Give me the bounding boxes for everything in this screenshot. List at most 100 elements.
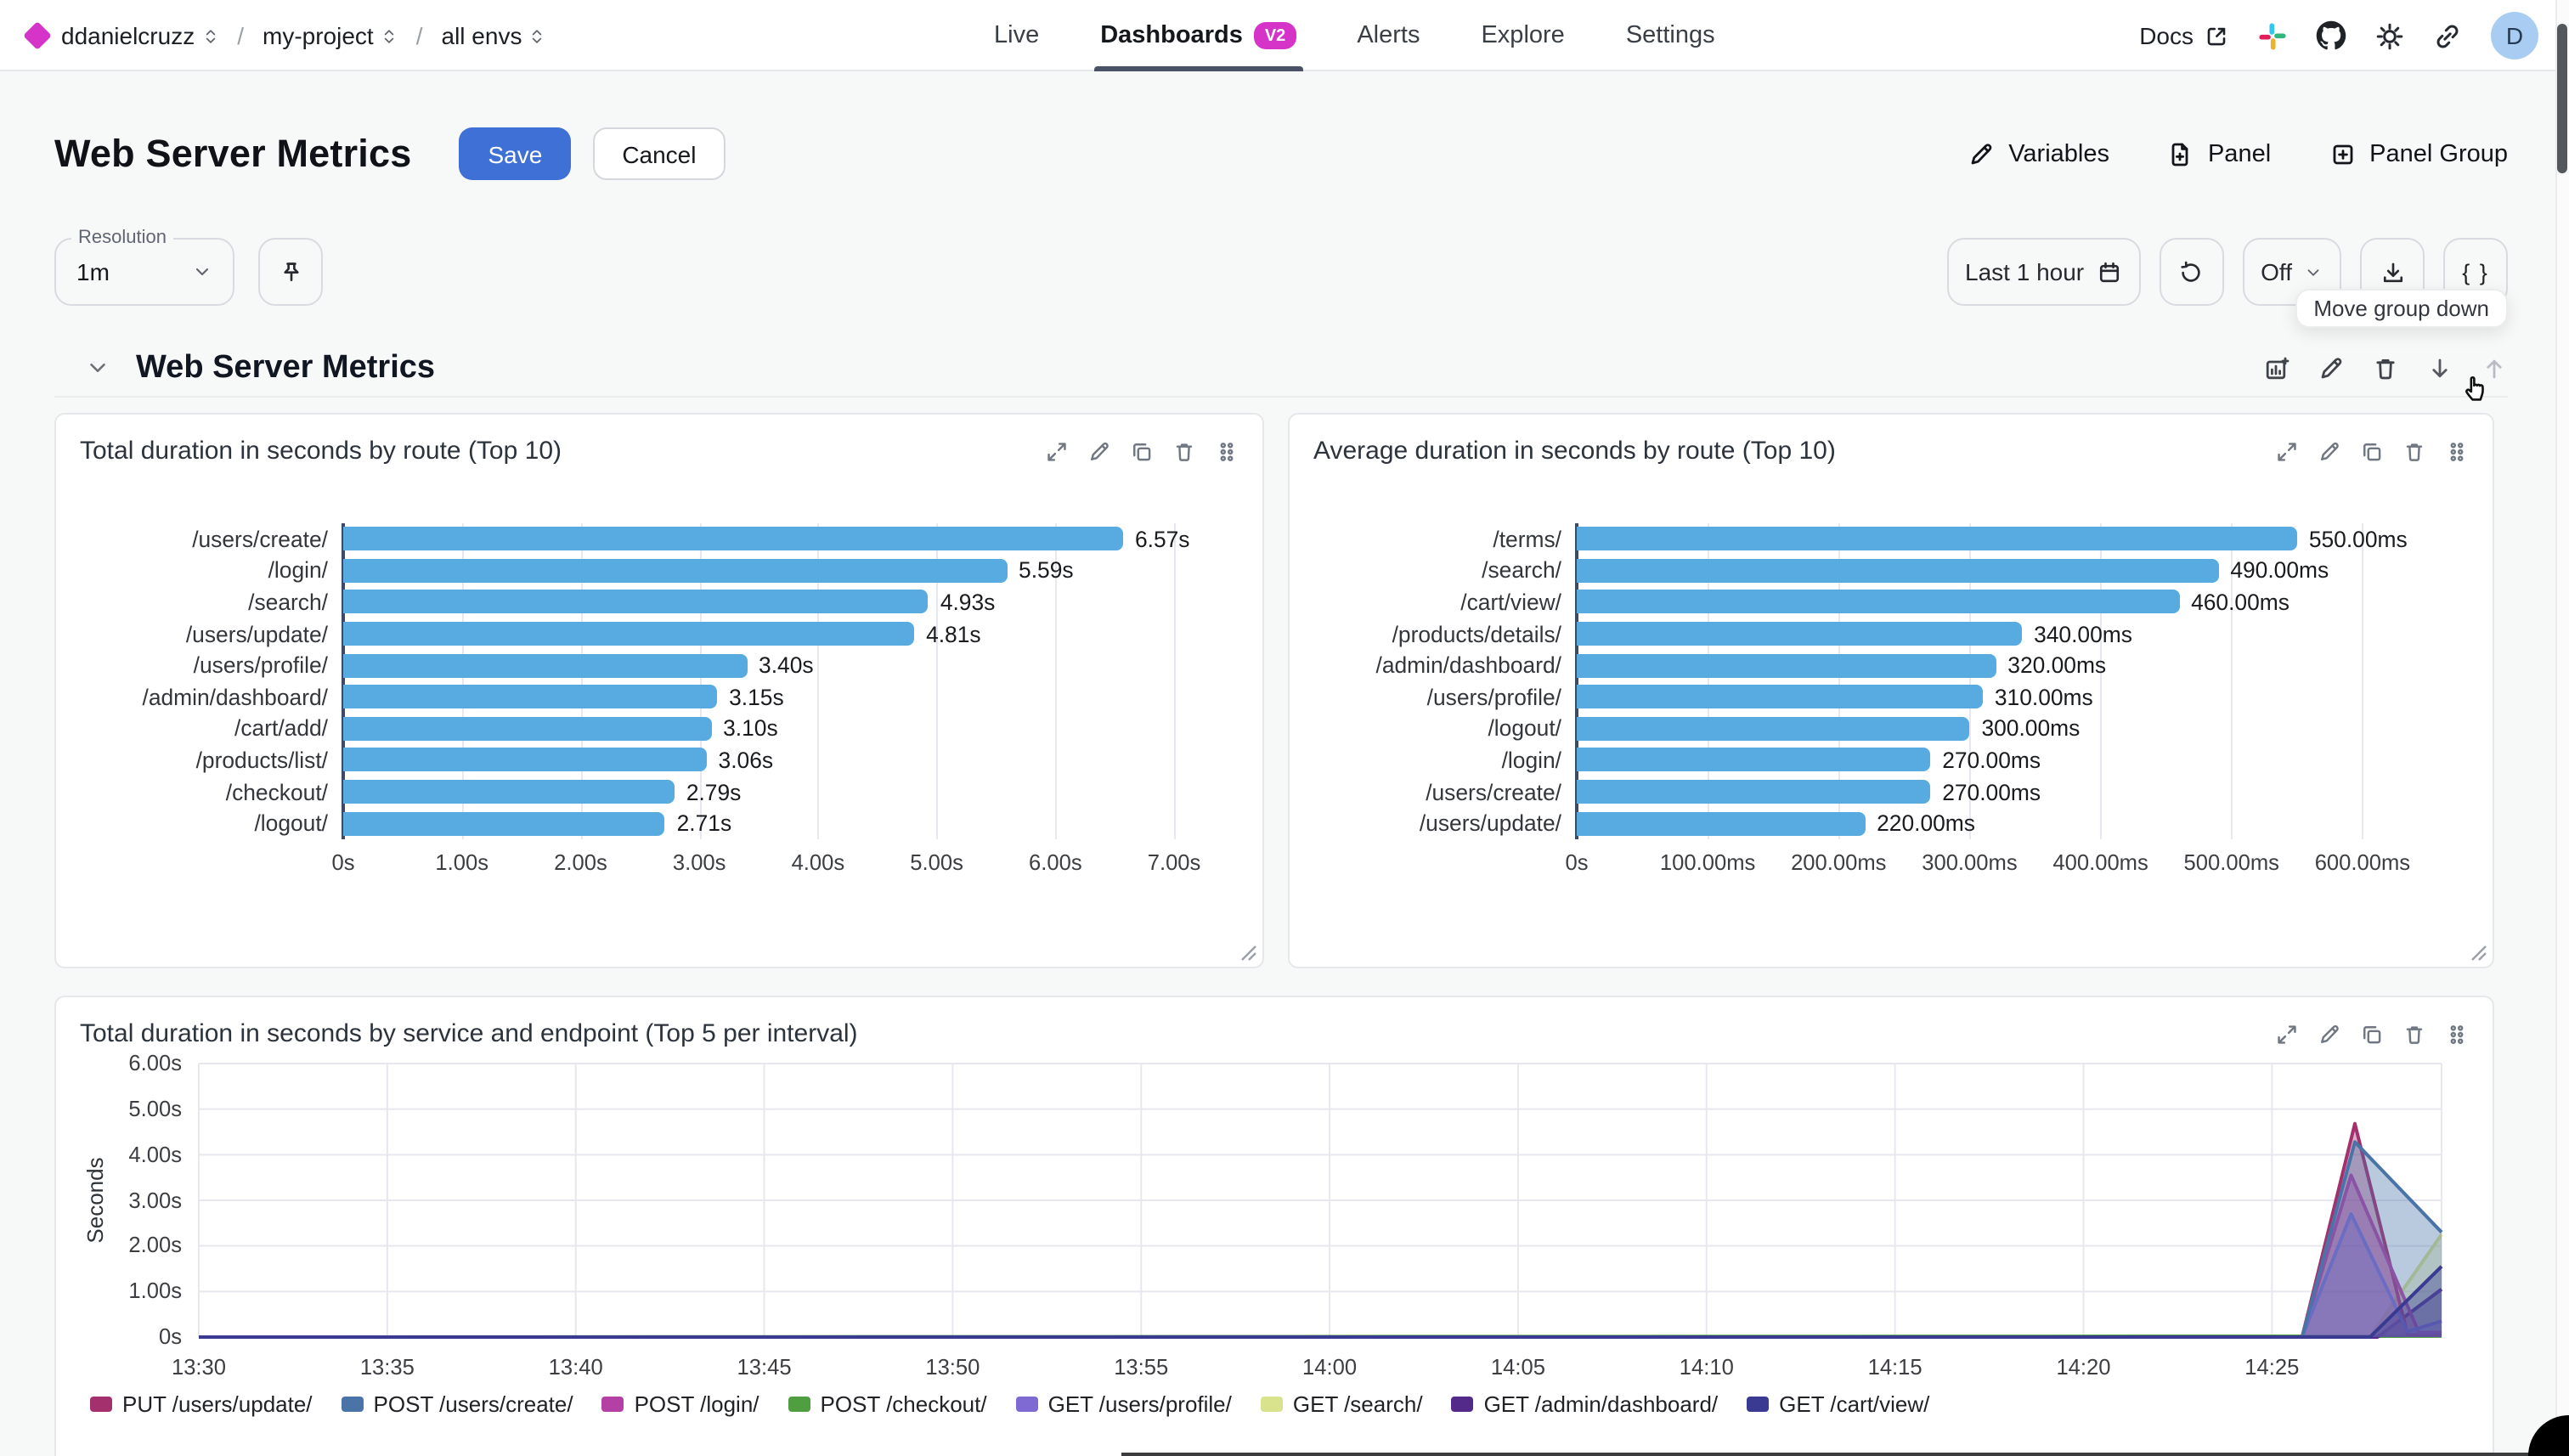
expand-icon[interactable] — [1045, 439, 1069, 463]
panel-actions — [2275, 1022, 2469, 1046]
resize-handle-icon[interactable] — [1240, 945, 1257, 962]
github-icon[interactable] — [2316, 20, 2346, 51]
pin-button[interactable] — [258, 238, 323, 306]
bar — [1577, 780, 1931, 804]
edit-panel-icon[interactable] — [2318, 1022, 2341, 1046]
x-axis-tick-label: 14:20 — [2056, 1354, 2111, 1380]
save-button[interactable]: Save — [459, 127, 572, 180]
expand-icon[interactable] — [2275, 1022, 2299, 1046]
chevron-down-icon — [2307, 268, 2319, 275]
resize-handle-icon[interactable] — [2470, 945, 2487, 962]
user-avatar[interactable]: D — [2491, 12, 2538, 59]
delete-panel-icon[interactable] — [2402, 1022, 2426, 1046]
x-axis-tick-label: 14:15 — [1867, 1354, 1923, 1380]
x-axis-tick-label: 300.00ms — [1922, 849, 2018, 875]
refresh-button[interactable] — [2159, 238, 2224, 306]
add-panel-button[interactable]: Panel — [2167, 140, 2271, 167]
tab-live[interactable]: Live — [994, 0, 1039, 71]
auto-refresh-select[interactable]: Off — [2242, 238, 2341, 306]
chevron-updown-icon — [384, 29, 393, 42]
series-area — [199, 1234, 2442, 1337]
legend-item[interactable]: POST /checkout/ — [788, 1391, 987, 1417]
bar-track: 550.00ms — [1577, 527, 2428, 552]
bar-value-label: 2.79s — [686, 779, 742, 805]
legend-item[interactable]: GET /search/ — [1260, 1391, 1423, 1417]
collapse-chevron-icon[interactable] — [85, 355, 110, 381]
breadcrumb-env-label: all envs — [441, 22, 522, 49]
line-chart: 0s 1.00s 2.00s 3.00s 4.00s 5.00s 6.00s Seconds 1… — [56, 1050, 2493, 1456]
resolution-select[interactable]: Resolution 1m — [54, 228, 234, 306]
breadcrumb-project[interactable]: my-project — [263, 22, 398, 49]
auto-refresh-value: Off — [2261, 258, 2292, 285]
bar — [343, 748, 707, 772]
bar-value-label: 300.00ms — [1981, 715, 2081, 742]
docs-link[interactable]: Docs — [2139, 22, 2229, 49]
tab-explore[interactable]: Explore — [1481, 0, 1564, 71]
share-link-icon[interactable] — [2433, 21, 2462, 50]
gridline — [1708, 523, 1710, 839]
bar-row: /users/update/4.81s — [76, 618, 1242, 650]
tab-alerts[interactable]: Alerts — [1357, 0, 1420, 71]
theme-sun-icon[interactable] — [2375, 21, 2404, 50]
bar-category-label: /cart/view/ — [1460, 589, 1561, 615]
time-range-button[interactable]: Last 1 hour — [1946, 238, 2141, 306]
bar-row: /users/create/6.57s — [76, 523, 1242, 555]
tab-settings[interactable]: Settings — [1626, 0, 1715, 71]
x-axis-tick-label: 3.00s — [672, 849, 726, 875]
bar-row: /login/270.00ms — [1310, 744, 2472, 776]
tab-dashboards[interactable]: Dashboards V2 — [1093, 0, 1303, 71]
bar — [343, 653, 748, 678]
vertical-scrollbar-thumb[interactable] — [2557, 24, 2567, 173]
delete-panel-icon[interactable] — [1172, 439, 1196, 463]
drag-handle-icon[interactable] — [2445, 439, 2469, 463]
add-chart-icon[interactable] — [2263, 354, 2290, 381]
edit-panel-icon[interactable] — [1087, 439, 1111, 463]
bar-category-label: /checkout/ — [225, 779, 328, 805]
variables-button[interactable]: Variables — [1968, 140, 2109, 167]
bar — [343, 685, 718, 709]
duplicate-panel-icon[interactable] — [2360, 1022, 2384, 1046]
bar — [1577, 748, 1931, 772]
x-axis-tick-label: 13:35 — [359, 1354, 415, 1380]
json-edit-button[interactable]: { } — [2443, 238, 2508, 306]
add-panel-group-button[interactable]: Panel Group — [2329, 140, 2508, 167]
legend-item[interactable]: POST /users/create/ — [341, 1391, 573, 1417]
drag-handle-icon[interactable] — [1215, 439, 1239, 463]
horizontal-scrollbar-thumb[interactable] — [1121, 1452, 2555, 1456]
chart-legend: PUT /users/update/POST /users/create/POS… — [90, 1391, 1929, 1417]
cancel-button[interactable]: Cancel — [593, 127, 726, 180]
legend-item[interactable]: GET /admin/dashboard/ — [1451, 1391, 1718, 1417]
legend-item[interactable]: PUT /users/update/ — [90, 1391, 313, 1417]
legend-item[interactable]: POST /login/ — [601, 1391, 759, 1417]
x-axis-tick-label: 13:30 — [171, 1354, 227, 1380]
gridline — [1055, 523, 1058, 839]
series-line — [199, 1212, 2442, 1339]
drag-handle-icon[interactable] — [2445, 1022, 2469, 1046]
bar — [343, 527, 1123, 551]
duplicate-panel-icon[interactable] — [1130, 439, 1154, 463]
bar-row: /logout/2.71s — [76, 808, 1242, 839]
panel-average-duration-by-route: Average duration in seconds by route (To… — [1288, 413, 2494, 968]
slack-icon[interactable] — [2258, 21, 2287, 50]
delete-group-icon[interactable] — [2372, 354, 2399, 381]
bar-category-label: /admin/dashboard/ — [142, 684, 329, 710]
gridline — [936, 523, 939, 839]
expand-icon[interactable] — [2275, 439, 2299, 463]
edit-group-icon[interactable] — [2318, 354, 2345, 381]
breadcrumb-env[interactable]: all envs — [442, 22, 546, 49]
move-group-down-icon[interactable] — [2426, 354, 2453, 381]
legend-item[interactable]: GET /cart/view/ — [1747, 1391, 1929, 1417]
duplicate-panel-icon[interactable] — [2360, 439, 2384, 463]
bar-category-label: /login/ — [268, 557, 328, 584]
delete-panel-icon[interactable] — [2402, 439, 2426, 463]
vertical-scrollbar[interactable] — [2555, 0, 2569, 1456]
logo-diamond-icon[interactable] — [23, 21, 52, 50]
legend-item[interactable]: GET /users/profile/ — [1015, 1391, 1232, 1417]
bar — [1577, 527, 2297, 551]
series-line — [199, 1233, 2443, 1339]
move-group-up-icon[interactable] — [2481, 354, 2508, 381]
bar-value-label: 550.00ms — [2308, 526, 2408, 552]
breadcrumb-org[interactable]: ddanielcruzz — [61, 22, 218, 49]
time-controls: Last 1 hour Off { } — [1946, 238, 2508, 306]
edit-panel-icon[interactable] — [2318, 439, 2341, 463]
